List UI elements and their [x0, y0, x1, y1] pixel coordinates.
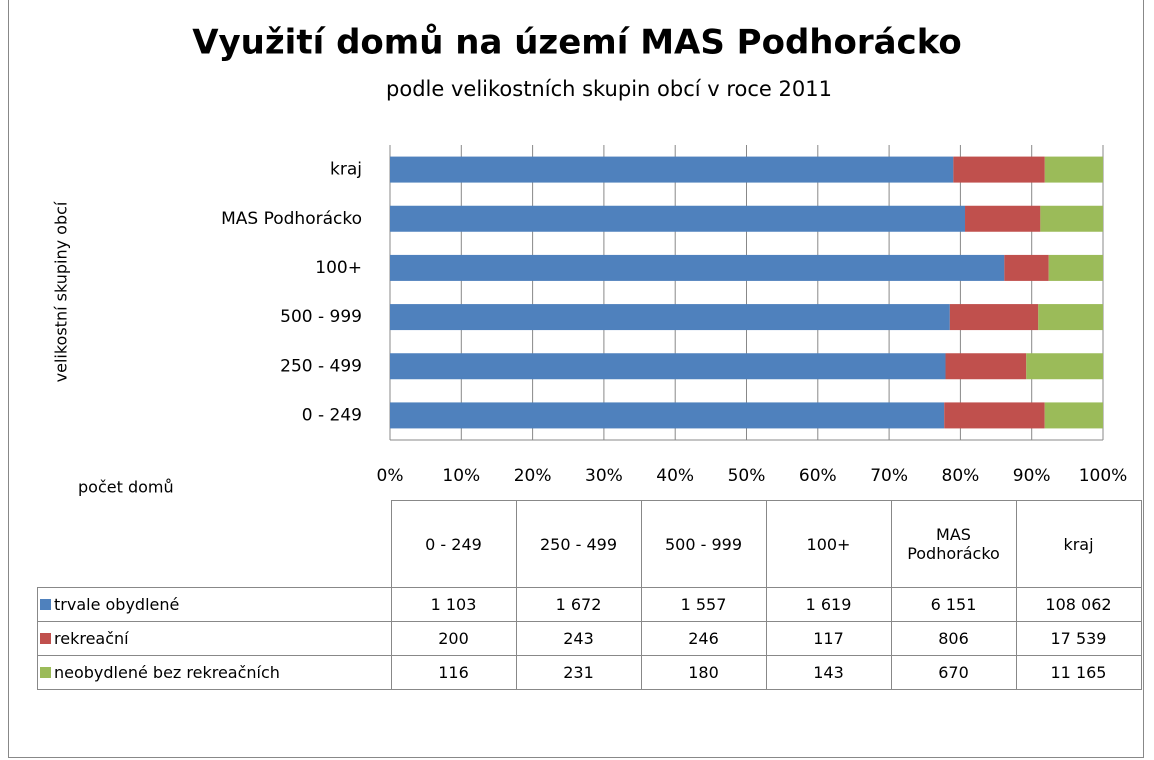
table-value: 670	[890, 655, 1017, 690]
table-value: 246	[640, 621, 767, 656]
legend-entry: neobydlené bez rekreačních	[37, 655, 392, 690]
table-value: 17 539	[1015, 621, 1142, 656]
table-row: trvale obydlené 1 103 1 672 1 557 1 619 6 151…	[37, 587, 1142, 622]
x-tick-label: 40%	[656, 466, 694, 486]
y-tick-label: 500 - 999	[280, 307, 362, 327]
y-tick-label: 250 - 499	[280, 356, 362, 376]
table-row: rekreační 200 243 246 117 806 17 539	[37, 621, 1142, 656]
legend-label: neobydlené bez rekreačních	[54, 663, 280, 682]
chart-subtitle: podle velikostních skupin obcí v roce 20…	[386, 77, 832, 101]
bar-segment	[390, 156, 954, 183]
table-row: 0 - 249 250 - 499 500 - 999 100+ MAS Podhorá…	[38, 500, 1142, 588]
bar-segment	[390, 254, 1005, 281]
chart: Využití domů na území MAS Podhorácko pod…	[52, 23, 1128, 497]
table-value: 1 672	[515, 587, 642, 622]
legend-entry: trvale obydlené	[37, 587, 392, 622]
bar-segment	[953, 156, 1045, 183]
bar-segment	[1026, 353, 1103, 380]
column-header: MAS Podhorácko	[890, 500, 1017, 588]
bar-segment	[949, 304, 1039, 331]
legend-swatch	[40, 599, 51, 610]
table-value: 11 165	[1015, 655, 1142, 690]
bar-segment	[1004, 254, 1049, 281]
column-header: 0 - 249	[390, 500, 517, 588]
bar-segment	[1038, 304, 1103, 331]
bar-segment	[1040, 205, 1103, 232]
table-value: 200	[390, 621, 517, 656]
bar-segment	[390, 402, 945, 429]
bar-segment	[1048, 254, 1103, 281]
y-axis-label: velikostní skupiny obcí	[52, 201, 71, 382]
x-tick-label: 100%	[1079, 466, 1128, 486]
column-header: 100+	[765, 500, 892, 588]
table-value: 108 062	[1015, 587, 1142, 622]
table-corner	[38, 501, 392, 588]
bar-segment	[390, 205, 966, 232]
legend-swatch	[40, 633, 51, 644]
bar-segment	[944, 402, 1045, 429]
table-value: 243	[515, 621, 642, 656]
x-tick-label: 10%	[442, 466, 480, 486]
x-tick-label: 50%	[728, 466, 766, 486]
legend-label: trvale obydlené	[54, 595, 180, 614]
table-value: 231	[515, 655, 642, 690]
x-tick-label: 60%	[799, 466, 837, 486]
legend-entry: rekreační	[37, 621, 392, 656]
chart-frame	[8, 0, 1144, 758]
y-tick-label: MAS Podhorácko	[221, 209, 362, 229]
x-tick-label: 0%	[377, 466, 404, 486]
table-value: 180	[640, 655, 767, 690]
table-value: 143	[765, 655, 892, 690]
table-value: 117	[765, 621, 892, 656]
bar-segment	[390, 353, 946, 380]
bar-segment	[1044, 156, 1103, 183]
column-header: 500 - 999	[640, 500, 767, 588]
chart-title: Využití domů na území MAS Podhorácko	[192, 23, 962, 63]
table-label: počet domů	[78, 478, 174, 497]
data-table: 0 - 249 250 - 499 500 - 999 100+ MAS Podhorá…	[37, 500, 1142, 690]
x-tick-label: 70%	[870, 466, 908, 486]
legend-swatch	[40, 667, 51, 678]
legend-label: rekreační	[54, 629, 129, 648]
x-tick-label: 30%	[585, 466, 623, 486]
table-value: 1 557	[640, 587, 767, 622]
bar-segment	[945, 353, 1027, 380]
bar-segment	[1044, 402, 1103, 429]
x-tick-label: 20%	[514, 466, 552, 486]
y-tick-label: 0 - 249	[302, 405, 362, 425]
bar-segment	[965, 205, 1041, 232]
table-value: 6 151	[890, 587, 1017, 622]
column-header: kraj	[1015, 500, 1142, 588]
bar-segment	[390, 304, 950, 331]
table-value: 806	[890, 621, 1017, 656]
y-tick-label: kraj	[330, 160, 362, 180]
table-value: 116	[390, 655, 517, 690]
column-header: 250 - 499	[515, 500, 642, 588]
table-value: 1 619	[765, 587, 892, 622]
y-tick-label: 100+	[315, 258, 362, 278]
table-value: 1 103	[390, 587, 517, 622]
x-tick-label: 90%	[1013, 466, 1051, 486]
x-tick-label: 80%	[942, 466, 980, 486]
table-row: neobydlené bez rekreačních 116 231 180 143 67…	[37, 655, 1142, 690]
